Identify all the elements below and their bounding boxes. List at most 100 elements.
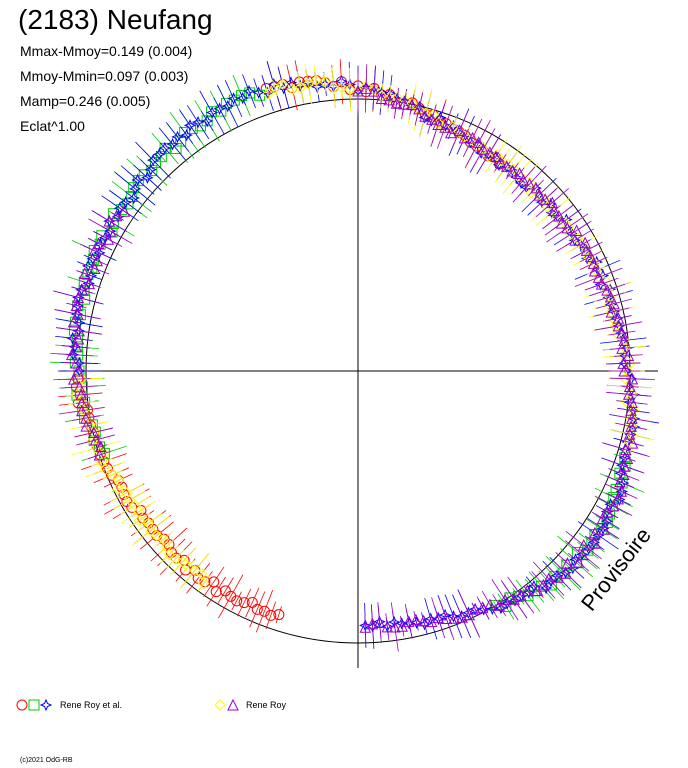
error-bar [430, 102, 446, 147]
error-bar [615, 422, 648, 430]
data-point [144, 163, 158, 176]
data-point [406, 97, 418, 110]
error-bar [592, 511, 614, 526]
data-point [552, 571, 565, 583]
data-point [496, 155, 508, 167]
data-point [391, 91, 404, 104]
data-point [71, 364, 84, 377]
error-bar [523, 585, 532, 596]
error-bar [438, 596, 455, 641]
data-point [542, 572, 555, 585]
error-bar [237, 588, 252, 617]
data-point [166, 137, 179, 151]
error-bar [497, 593, 515, 620]
error-bar [409, 94, 415, 115]
data-point [494, 156, 507, 169]
error-bar [502, 161, 511, 172]
data-point [477, 143, 490, 155]
data-point [561, 221, 574, 234]
data-point [522, 586, 536, 599]
data-point [105, 469, 117, 481]
data-point [612, 492, 624, 505]
error-bar [603, 510, 616, 518]
error-bar [216, 84, 239, 128]
data-point [70, 356, 82, 369]
error-bar [608, 330, 636, 336]
data-point [273, 609, 285, 621]
error-bar [94, 444, 108, 449]
data-point [191, 115, 205, 129]
error-bar [466, 119, 491, 165]
data-point [588, 264, 601, 277]
data-point [276, 78, 289, 90]
data-point [455, 609, 468, 623]
data-point [539, 193, 551, 205]
data-point [242, 84, 256, 98]
error-bar [512, 165, 547, 203]
data-point [548, 204, 560, 217]
error-bar [110, 483, 144, 503]
error-bar [153, 530, 175, 549]
error-bar [492, 151, 500, 162]
error-bar [557, 535, 598, 570]
data-point [88, 244, 101, 257]
error-bar [491, 579, 519, 621]
error-bar [91, 458, 113, 467]
data-point [65, 348, 78, 361]
data-point [294, 81, 307, 94]
error-bar [249, 591, 266, 628]
error-bar [570, 241, 603, 260]
data-point [67, 315, 80, 328]
error-bar [199, 90, 225, 135]
error-bar [186, 105, 210, 140]
error-bar [231, 591, 242, 611]
error-bar [87, 237, 110, 250]
error-bar [255, 590, 274, 633]
error-bar [492, 594, 507, 617]
data-point [513, 167, 526, 179]
error-bar [364, 612, 367, 643]
error-bar [390, 602, 399, 652]
error-bar [605, 483, 638, 499]
data-point [80, 419, 93, 432]
data-point [390, 92, 404, 106]
error-bar [182, 560, 195, 574]
error-bar [165, 122, 190, 152]
error-bar [165, 549, 185, 569]
error-bar [620, 385, 639, 388]
data-point [440, 612, 453, 625]
error-bar [213, 97, 226, 121]
error-bar [471, 602, 479, 616]
data-point [521, 584, 534, 597]
data-point [616, 326, 628, 339]
error-bar [110, 484, 126, 494]
data-point [368, 84, 380, 97]
data-point [183, 119, 197, 132]
error-bar [476, 596, 489, 619]
data-point [426, 113, 438, 125]
data-point [260, 83, 272, 95]
data-point [200, 114, 214, 128]
data-point [514, 176, 528, 190]
error-bar [377, 602, 382, 643]
series-star [53, 60, 659, 649]
data-point [319, 76, 331, 88]
data-point [453, 124, 466, 136]
plot-axes [60, 76, 658, 668]
error-bar [585, 536, 605, 551]
error-bar [74, 427, 114, 438]
error-bar [245, 587, 260, 618]
error-bar [140, 159, 162, 181]
data-point [75, 373, 88, 385]
data-point [595, 277, 608, 290]
data-point [626, 437, 639, 449]
data-point [157, 533, 170, 546]
data-point [492, 158, 506, 172]
data-point [541, 201, 554, 213]
data-point [179, 126, 191, 138]
data-point [128, 182, 142, 196]
data-point [186, 123, 198, 135]
data-point [107, 468, 119, 481]
error-bar [364, 64, 368, 113]
error-bar [413, 611, 419, 629]
